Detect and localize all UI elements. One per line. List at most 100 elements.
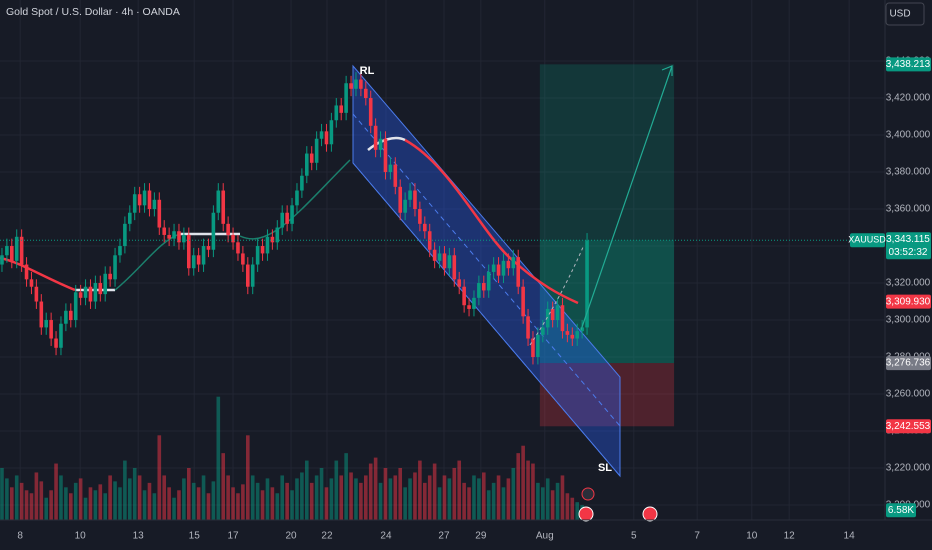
volume-bar xyxy=(123,460,127,520)
volume-bar xyxy=(477,478,481,520)
volume-bar xyxy=(482,472,486,520)
candle-body xyxy=(580,327,584,332)
volume-bar xyxy=(172,497,176,520)
candle-body xyxy=(5,246,9,256)
candle-body xyxy=(78,292,83,298)
volume-bar xyxy=(545,478,550,520)
candle-body xyxy=(250,264,255,287)
volume-tag xyxy=(886,503,916,518)
candle-body xyxy=(152,199,157,210)
currency-button[interactable] xyxy=(885,2,925,26)
candle-body xyxy=(423,223,427,232)
candle-body xyxy=(275,227,280,243)
volume-bar xyxy=(250,475,255,520)
volume-bar xyxy=(44,497,49,520)
candle-body xyxy=(511,257,516,269)
y-tick-label: 3,400.000 xyxy=(886,130,931,141)
candle-body xyxy=(103,273,108,295)
candle-body xyxy=(521,286,525,317)
symbol-label: XAUUSD xyxy=(848,235,886,245)
volume-bar xyxy=(462,482,466,520)
volume-bar xyxy=(324,487,329,520)
volume-bar xyxy=(536,482,540,520)
volume-bar xyxy=(255,482,260,520)
volume-bar xyxy=(555,482,560,520)
price-tag xyxy=(886,356,931,371)
price-tag xyxy=(886,57,931,72)
candle-body xyxy=(29,279,34,287)
candle-body xyxy=(536,334,540,358)
volume-bar xyxy=(285,482,289,520)
candle-body xyxy=(413,190,417,210)
candle-body xyxy=(246,264,250,287)
volume-bar xyxy=(216,396,221,520)
candle-body xyxy=(162,227,167,235)
volume-bar xyxy=(147,482,152,520)
candle-body xyxy=(482,283,486,291)
volume-bar xyxy=(14,475,19,520)
candle-body xyxy=(128,212,132,224)
volume-bar xyxy=(83,497,88,520)
candle-body xyxy=(526,316,530,339)
candle-body xyxy=(216,190,221,213)
stop-zone xyxy=(539,363,675,427)
x-tick-label: 20 xyxy=(286,531,298,542)
candle-body xyxy=(486,271,491,291)
price-tag-label: 3,242.553 xyxy=(886,421,931,432)
volume-bar xyxy=(0,468,4,520)
volume-bar xyxy=(565,493,570,520)
candle-body xyxy=(585,240,589,328)
volume-bar xyxy=(560,475,565,520)
candle-body xyxy=(54,338,58,348)
volume-bar xyxy=(98,484,103,520)
volume-bar xyxy=(550,490,555,520)
volume-bar xyxy=(113,481,117,520)
volume-bar xyxy=(472,475,476,520)
current-price-tag xyxy=(886,232,931,260)
volume-bar xyxy=(137,475,142,520)
candle-body xyxy=(329,120,334,145)
candle-body xyxy=(142,190,147,206)
candle-body xyxy=(339,105,344,113)
candle-body xyxy=(285,212,289,224)
volume-bar xyxy=(506,478,511,520)
candle-body xyxy=(73,292,78,321)
chart-title: Gold Spot / U.S. Dollar · 4h · OANDA xyxy=(6,6,180,18)
candle-body xyxy=(14,236,19,261)
volume-bar xyxy=(403,487,407,520)
candle-body xyxy=(39,301,44,328)
x-tick-label: 10 xyxy=(746,531,758,542)
volume-bar xyxy=(452,468,457,520)
volume-bar xyxy=(373,457,378,520)
candle-body xyxy=(241,253,245,265)
countdown-label: 03:52:32 xyxy=(889,247,928,258)
candle-body xyxy=(344,83,348,113)
x-tick-label: 5 xyxy=(631,531,637,542)
volume-bar xyxy=(78,478,83,520)
volume-bar xyxy=(423,482,427,520)
candle-body xyxy=(196,255,201,265)
volume-bar xyxy=(300,472,304,520)
candle-body xyxy=(418,209,422,224)
price-tag xyxy=(886,294,931,309)
candle-body xyxy=(93,283,98,302)
event-icons xyxy=(578,487,658,522)
y-tick-label: 3,360.000 xyxy=(886,204,931,215)
annotation-sl: SL xyxy=(598,462,612,474)
candle-body xyxy=(545,308,550,328)
candle-body xyxy=(49,320,53,339)
candle-body xyxy=(383,138,388,173)
volume-bar xyxy=(157,435,162,520)
volume-bar xyxy=(418,460,422,520)
candle-body xyxy=(295,190,299,206)
candle-body xyxy=(108,273,112,280)
y-tick-label: 3,260.000 xyxy=(886,389,931,400)
price-tag-label: 3,309.930 xyxy=(886,296,931,307)
volume-bar xyxy=(162,475,167,520)
volume-bar xyxy=(177,490,181,520)
volume-bar xyxy=(501,487,506,520)
candle-body xyxy=(10,246,14,261)
x-tick-label: 27 xyxy=(438,531,450,542)
y-tick-label: 3,380.000 xyxy=(886,167,931,178)
